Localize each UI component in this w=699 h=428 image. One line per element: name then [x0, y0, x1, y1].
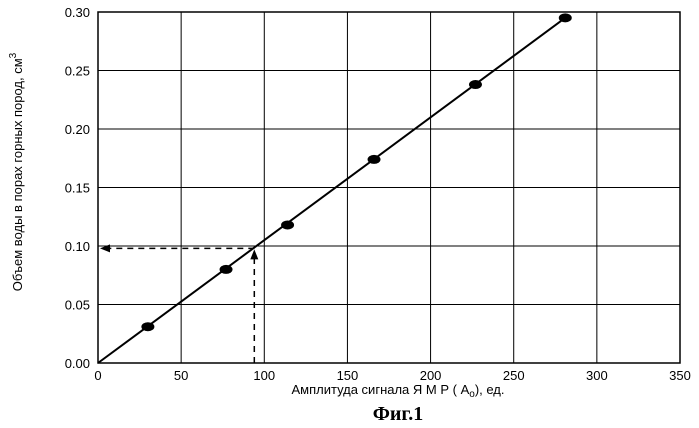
x-tick-label: 350	[669, 368, 691, 383]
x-tick-label: 300	[586, 368, 608, 383]
y-tick-label: 0.15	[65, 181, 90, 196]
x-tick-label: 50	[174, 368, 188, 383]
y-tick-label: 0.00	[65, 356, 90, 371]
data-point	[220, 265, 233, 274]
y-tick-label: 0.30	[65, 5, 90, 20]
y-tick-label: 0.20	[65, 122, 90, 137]
data-point	[141, 322, 154, 331]
x-ticks: 0 50 100 150 200 250 300 350	[94, 368, 690, 383]
data-point	[368, 155, 381, 164]
data-point	[559, 13, 572, 22]
x-tick-label: 0	[94, 368, 101, 383]
y-tick-label: 0.25	[65, 64, 90, 79]
figure-caption: Фиг.1	[373, 403, 424, 425]
x-tick-label: 150	[337, 368, 359, 383]
x-axis-label: Амплитуда сигнала Я М Р ( Ао), ед.	[291, 382, 504, 400]
y-axis-label: Объем воды в порах горных пород, см3	[8, 52, 25, 291]
y-tick-label: 0.10	[65, 239, 90, 254]
y-ticks: 0.00 0.05 0.10 0.15 0.20 0.25 0.30	[65, 5, 90, 371]
x-tick-label: 200	[420, 368, 442, 383]
y-tick-label: 0.05	[65, 298, 90, 313]
x-tick-label: 100	[253, 368, 275, 383]
grid	[98, 12, 680, 363]
data-point	[469, 80, 482, 89]
x-tick-label: 250	[503, 368, 525, 383]
data-point	[281, 220, 294, 229]
fit-line	[98, 18, 565, 363]
